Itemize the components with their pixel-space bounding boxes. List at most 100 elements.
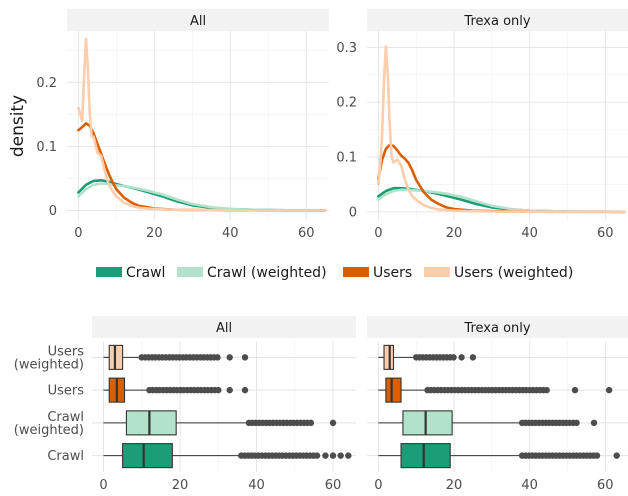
x-tick-label: 60 — [298, 226, 315, 241]
box-users — [378, 377, 613, 403]
legend-item-users: Users — [343, 265, 412, 281]
y-tick-label: 0.2 — [36, 76, 57, 91]
density-line-users — [376, 143, 626, 214]
outlier-point — [241, 386, 249, 394]
category-label: Crawl (weighted) — [14, 410, 84, 438]
y-tick-label: 0.3 — [336, 41, 357, 56]
legend-key — [343, 267, 369, 277]
box-iqr — [402, 410, 453, 436]
outlier-point — [458, 354, 465, 361]
outlier-point — [345, 452, 352, 459]
legend-key — [177, 267, 203, 277]
box-facet-trexa-only: Trexa only 0 20 40 60 — [367, 316, 628, 493]
x-tick-label: 60 — [325, 478, 342, 493]
x-tick-label: 40 — [222, 226, 239, 241]
strip-background — [92, 316, 356, 338]
density-line-users — [77, 122, 327, 212]
legend-item-crawl-weighted: Crawl (weighted) — [177, 265, 327, 281]
box-crawl — [378, 443, 620, 469]
y-tick-label: 0 — [349, 205, 357, 220]
box-users-weighted — [378, 344, 477, 370]
y-tick-label: 0.1 — [36, 140, 57, 155]
x-tick-label: 20 — [146, 226, 163, 241]
gridlines — [367, 31, 628, 220]
density-plot: All 0 20 40 60 0 0.1 0.2 Trexa only 0 20 40 60 0 0.1 0.… — [8, 9, 628, 241]
outlier-point — [573, 419, 580, 427]
density-line-users-weighted — [376, 44, 626, 214]
strip-label: All — [190, 14, 206, 29]
x-tick-label: 0 — [374, 478, 382, 493]
legend-label: Crawl (weighted) — [207, 265, 327, 281]
y-tick-label: 0 — [49, 204, 57, 219]
strip-background — [67, 9, 329, 31]
box-iqr — [400, 443, 451, 469]
outlier-point — [241, 354, 249, 361]
legend-label: Users (weighted) — [454, 265, 573, 281]
y-tick-label: 0.1 — [336, 151, 357, 166]
x-tick-label: 60 — [597, 226, 614, 241]
category-label: Crawl — [47, 449, 84, 464]
box-iqr — [125, 410, 177, 436]
x-tick-label: 20 — [446, 478, 463, 493]
outlier-point — [613, 452, 620, 459]
outlier-point — [590, 419, 598, 427]
y-tick-label: 0.2 — [336, 96, 357, 111]
legend-key — [96, 267, 122, 277]
strip-background — [367, 316, 628, 338]
box-iqr — [385, 377, 402, 403]
box-crawl — [103, 443, 352, 469]
gridlines — [67, 31, 329, 220]
category-label-line: Crawl — [47, 410, 84, 425]
x-tick-label: 40 — [521, 226, 538, 241]
x-tick-label: 0 — [374, 226, 382, 241]
x-tick-label: 40 — [248, 478, 265, 493]
outlier-point — [329, 419, 337, 427]
outlier-point — [307, 419, 315, 427]
strip-label: Trexa only — [463, 14, 530, 29]
category-label-line: (weighted) — [14, 357, 84, 372]
outlier-point — [543, 386, 550, 394]
category-label-line: Users — [48, 344, 85, 359]
strip-background — [367, 9, 628, 31]
legend-item-users-weighted: Users (weighted) — [424, 265, 573, 281]
outlier-point — [469, 354, 477, 361]
category-label: Users — [48, 384, 85, 399]
outlier-point — [214, 354, 221, 361]
x-tick-label: 20 — [172, 478, 189, 493]
outlier-point — [337, 452, 344, 459]
outlier-point — [215, 386, 222, 394]
box-crawl-weighted — [103, 410, 337, 436]
x-tick-label: 40 — [521, 478, 538, 493]
x-tick-label: 60 — [597, 478, 614, 493]
outlier-point — [605, 386, 613, 394]
box-crawl-weighted — [378, 410, 598, 436]
box-users-weighted — [103, 344, 249, 370]
legend: Crawl Crawl (weighted) Users Users (weighte… — [96, 265, 573, 281]
legend-label: Crawl — [126, 265, 165, 281]
x-tick-label: 20 — [446, 226, 463, 241]
density-line-users-weighted — [77, 37, 327, 212]
y-axis-title: density — [8, 95, 28, 157]
outlier-point — [226, 386, 233, 394]
x-tick-label: 0 — [99, 478, 107, 493]
category-label-line: (weighted) — [14, 423, 84, 438]
x-tick-label: 0 — [74, 226, 82, 241]
category-label: Users (weighted) — [14, 344, 84, 372]
legend-key — [424, 267, 450, 277]
strip-label: All — [216, 321, 232, 336]
outlier-point — [226, 354, 233, 361]
outlier-point — [571, 386, 579, 394]
box-iqr — [122, 443, 173, 469]
outlier-point — [313, 452, 321, 459]
legend-item-crawl: Crawl — [96, 265, 165, 281]
box-users — [103, 377, 249, 403]
outlier-point — [322, 452, 329, 459]
legend-label: Users — [373, 265, 412, 281]
density-facet-trexa-only: Trexa only 0 20 40 60 0 0.1 0.2 0.3 — [336, 9, 628, 241]
outlier-point — [450, 354, 457, 361]
strip-label: Trexa only — [463, 321, 530, 336]
outlier-point — [593, 452, 601, 459]
